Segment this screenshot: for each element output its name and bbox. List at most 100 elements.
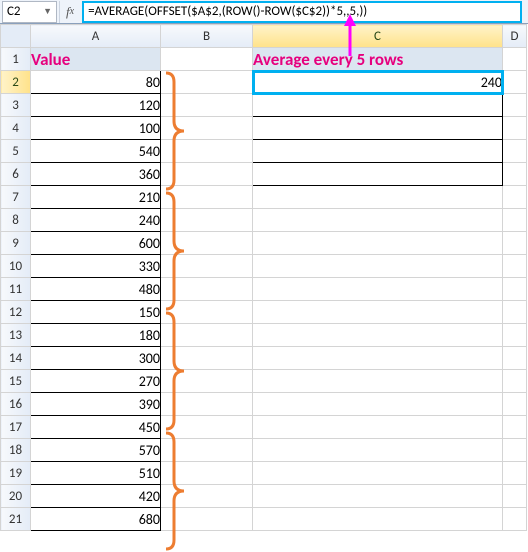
cell-c17[interactable]: [253, 416, 503, 439]
cell-b20[interactable]: [161, 485, 253, 508]
cell-a6[interactable]: 360: [31, 163, 161, 186]
row-header-18[interactable]: 18: [1, 439, 31, 462]
formula-input[interactable]: =AVERAGE(OFFSET($A$2,(ROW()-ROW($C$2))*5…: [82, 1, 522, 23]
cell-d14[interactable]: [503, 347, 527, 370]
cell-c18[interactable]: [253, 439, 503, 462]
cell-c1[interactable]: Average every 5 rows: [253, 48, 503, 71]
row-header-20[interactable]: 20: [1, 485, 31, 508]
row-header-15[interactable]: 15: [1, 370, 31, 393]
cell-d12[interactable]: [503, 301, 527, 324]
col-header-b[interactable]: B: [161, 25, 253, 48]
cell-a13[interactable]: 180: [31, 324, 161, 347]
row-header-16[interactable]: 16: [1, 393, 31, 416]
cell-c8[interactable]: [253, 209, 503, 232]
col-header-a[interactable]: A: [31, 25, 161, 48]
cell-a3[interactable]: 120: [31, 94, 161, 117]
cell-d13[interactable]: [503, 324, 527, 347]
cell-b9[interactable]: [161, 232, 253, 255]
cell-d7[interactable]: [503, 186, 527, 209]
name-box-dropdown-icon[interactable]: ▼: [43, 6, 52, 17]
cell-b6[interactable]: [161, 163, 253, 186]
cell-d5[interactable]: [503, 140, 527, 163]
cell-a16[interactable]: 390: [31, 393, 161, 416]
cell-a20[interactable]: 420: [31, 485, 161, 508]
cell-d3[interactable]: [503, 94, 527, 117]
row-header-1[interactable]: 1: [1, 48, 31, 71]
cell-d10[interactable]: [503, 255, 527, 278]
cell-a8[interactable]: 240: [31, 209, 161, 232]
cell-d11[interactable]: [503, 278, 527, 301]
cell-c11[interactable]: [253, 278, 503, 301]
cell-a7[interactable]: 210: [31, 186, 161, 209]
cell-c7[interactable]: [253, 186, 503, 209]
cell-a4[interactable]: 100: [31, 117, 161, 140]
row-header-10[interactable]: 10: [1, 255, 31, 278]
cell-d20[interactable]: [503, 485, 527, 508]
cell-c21[interactable]: [253, 508, 503, 531]
row-header-6[interactable]: 6: [1, 163, 31, 186]
cell-c6[interactable]: [253, 163, 503, 186]
cell-b14[interactable]: [161, 347, 253, 370]
row-header-3[interactable]: 3: [1, 94, 31, 117]
cell-b13[interactable]: [161, 324, 253, 347]
cell-d21[interactable]: [503, 508, 527, 531]
row-header-14[interactable]: 14: [1, 347, 31, 370]
cell-c14[interactable]: [253, 347, 503, 370]
col-header-d[interactable]: D: [503, 25, 527, 48]
cell-c5[interactable]: [253, 140, 503, 163]
spreadsheet-grid[interactable]: A B C D 1ValueAverage every 5 rows280240…: [0, 24, 527, 531]
row-header-5[interactable]: 5: [1, 140, 31, 163]
row-header-2[interactable]: 2: [1, 71, 31, 94]
cell-a19[interactable]: 510: [31, 462, 161, 485]
select-all-corner[interactable]: [1, 25, 31, 48]
cell-a5[interactable]: 540: [31, 140, 161, 163]
row-header-17[interactable]: 17: [1, 416, 31, 439]
cell-d6[interactable]: [503, 163, 527, 186]
cell-c2[interactable]: 240: [253, 71, 503, 94]
row-header-11[interactable]: 11: [1, 278, 31, 301]
row-header-7[interactable]: 7: [1, 186, 31, 209]
cell-c9[interactable]: [253, 232, 503, 255]
cell-b8[interactable]: [161, 209, 253, 232]
cell-a17[interactable]: 450: [31, 416, 161, 439]
row-header-21[interactable]: 21: [1, 508, 31, 531]
cell-c16[interactable]: [253, 393, 503, 416]
cell-a14[interactable]: 300: [31, 347, 161, 370]
cell-d2[interactable]: [503, 71, 527, 94]
row-header-9[interactable]: 9: [1, 232, 31, 255]
cell-d1[interactable]: [503, 48, 527, 71]
cell-c12[interactable]: [253, 301, 503, 324]
cell-b2[interactable]: [161, 71, 253, 94]
cell-c13[interactable]: [253, 324, 503, 347]
cell-d15[interactable]: [503, 370, 527, 393]
cell-a18[interactable]: 570: [31, 439, 161, 462]
cell-a11[interactable]: 480: [31, 278, 161, 301]
row-header-4[interactable]: 4: [1, 117, 31, 140]
cell-d8[interactable]: [503, 209, 527, 232]
cell-a12[interactable]: 150: [31, 301, 161, 324]
cell-b17[interactable]: [161, 416, 253, 439]
cell-d18[interactable]: [503, 439, 527, 462]
cell-b16[interactable]: [161, 393, 253, 416]
cell-c3[interactable]: [253, 94, 503, 117]
cell-a9[interactable]: 600: [31, 232, 161, 255]
cell-b19[interactable]: [161, 462, 253, 485]
row-header-8[interactable]: 8: [1, 209, 31, 232]
cell-a2[interactable]: 80: [31, 71, 161, 94]
cell-a21[interactable]: 680: [31, 508, 161, 531]
cell-b10[interactable]: [161, 255, 253, 278]
cell-b7[interactable]: [161, 186, 253, 209]
cell-b11[interactable]: [161, 278, 253, 301]
cell-b12[interactable]: [161, 301, 253, 324]
cell-a15[interactable]: 270: [31, 370, 161, 393]
cell-c15[interactable]: [253, 370, 503, 393]
row-header-12[interactable]: 12: [1, 301, 31, 324]
row-header-13[interactable]: 13: [1, 324, 31, 347]
cell-b1[interactable]: [161, 48, 253, 71]
cell-b4[interactable]: [161, 117, 253, 140]
fx-icon[interactable]: fx: [59, 1, 80, 23]
cell-b18[interactable]: [161, 439, 253, 462]
row-header-19[interactable]: 19: [1, 462, 31, 485]
cell-d17[interactable]: [503, 416, 527, 439]
cell-c10[interactable]: [253, 255, 503, 278]
